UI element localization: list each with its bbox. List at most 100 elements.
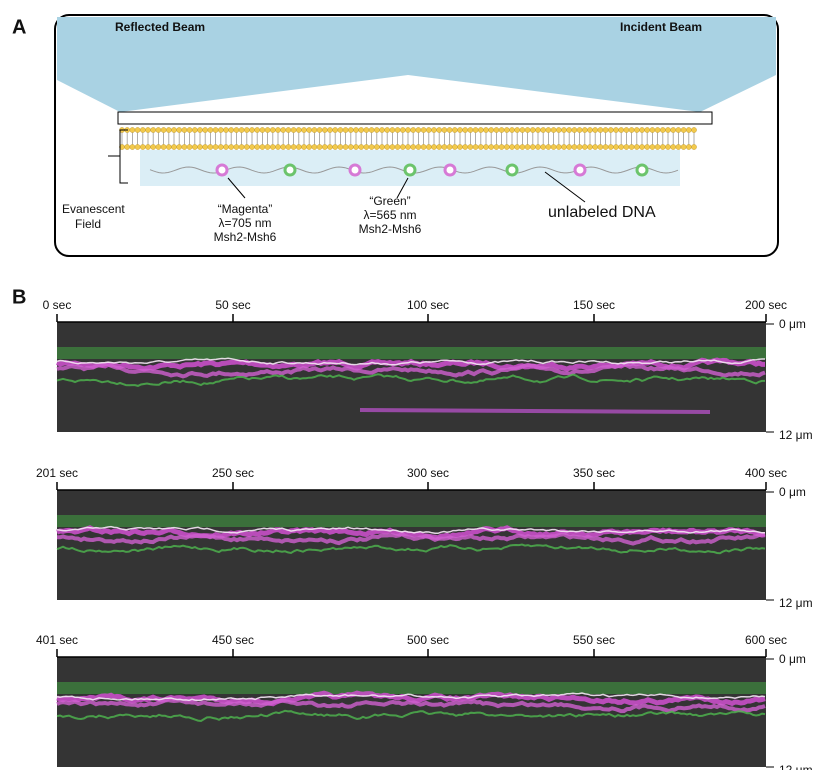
lipid-head — [509, 144, 514, 149]
time-label: 300 sec — [407, 466, 449, 480]
lipid-head — [203, 144, 208, 149]
lipid-head — [426, 144, 431, 149]
lipid-head — [457, 127, 462, 132]
green-band — [57, 682, 766, 694]
lipid-head — [483, 127, 488, 132]
protein — [285, 165, 295, 175]
lipid-head — [166, 127, 171, 132]
lipid-head — [665, 144, 670, 149]
lipid-head — [286, 127, 291, 132]
lipid-head — [203, 127, 208, 132]
lipid-head — [343, 127, 348, 132]
magenta-label: Msh2-Msh6 — [214, 230, 277, 244]
lipid-head — [593, 127, 598, 132]
lipid-head — [156, 144, 161, 149]
lipid-head — [572, 127, 577, 132]
lipid-head — [291, 144, 296, 149]
lipid-head — [593, 144, 598, 149]
lipid-head — [463, 144, 468, 149]
lipid-head — [192, 127, 197, 132]
lipid-head — [151, 127, 156, 132]
figure: A Reflected Beam Incident Beam Evanescen… — [0, 0, 819, 770]
lipid-head — [681, 127, 686, 132]
lipid-head — [577, 144, 582, 149]
magenta-label: “Magenta” — [218, 202, 273, 216]
lipid-head — [364, 127, 369, 132]
green-label: “Green” — [369, 194, 410, 208]
lipid-head — [275, 144, 280, 149]
lipid-head — [359, 144, 364, 149]
slide — [118, 112, 712, 124]
lipid-head — [307, 144, 312, 149]
lipid-head — [520, 127, 525, 132]
lipid-head — [374, 127, 379, 132]
time-label: 0 sec — [43, 298, 72, 312]
lipid-head — [182, 127, 187, 132]
lipid-head — [249, 144, 254, 149]
lipid-head — [249, 127, 254, 132]
lipid-head — [561, 127, 566, 132]
lipid-head — [385, 144, 390, 149]
lipid-head — [244, 144, 249, 149]
lipid-head — [530, 127, 535, 132]
time-label: 250 sec — [212, 466, 254, 480]
lipid-head — [218, 144, 223, 149]
lipid-head — [171, 127, 176, 132]
lipid-head — [322, 144, 327, 149]
lipid-head — [281, 127, 286, 132]
lipid-head — [660, 127, 665, 132]
lipid-head — [322, 127, 327, 132]
time-label: 200 sec — [745, 298, 787, 312]
position-label: 12 μm — [779, 596, 813, 610]
lipid-head — [619, 144, 624, 149]
time-label: 500 sec — [407, 633, 449, 647]
lipid-head — [260, 127, 265, 132]
lipid-head — [379, 144, 384, 149]
time-label: 450 sec — [212, 633, 254, 647]
trajectory — [360, 410, 710, 412]
lipid-head — [244, 127, 249, 132]
lipid-head — [145, 127, 150, 132]
lipid-head — [634, 127, 639, 132]
lipid-head — [515, 127, 520, 132]
lipid-head — [140, 127, 145, 132]
time-label: 401 sec — [36, 633, 78, 647]
lipid-head — [333, 144, 338, 149]
lipid-head — [686, 144, 691, 149]
lipid-head — [270, 127, 275, 132]
lipid-head — [551, 144, 556, 149]
lipid-head — [197, 144, 202, 149]
time-label: 550 sec — [573, 633, 615, 647]
protein — [405, 165, 415, 175]
lipid-head — [218, 127, 223, 132]
lipid-head — [671, 144, 676, 149]
lipid-head — [270, 144, 275, 149]
magenta-label: λ=705 nm — [218, 216, 271, 230]
lipid-head — [390, 144, 395, 149]
lipid-head — [478, 127, 483, 132]
lipid-head — [130, 127, 135, 132]
lipid-head — [140, 144, 145, 149]
lipid-head — [437, 127, 442, 132]
lipid-head — [348, 127, 353, 132]
time-label: 201 sec — [36, 466, 78, 480]
green-band — [57, 347, 766, 359]
dna-label: unlabeled DNA — [548, 204, 656, 221]
lipid-head — [301, 127, 306, 132]
lipid-head — [400, 127, 405, 132]
time-label: 400 sec — [745, 466, 787, 480]
lipid-head — [400, 144, 405, 149]
lipid-head — [317, 127, 322, 132]
lipid-head — [281, 144, 286, 149]
lipid-head — [556, 144, 561, 149]
lipid-head — [629, 127, 634, 132]
lipid-head — [156, 127, 161, 132]
green-label: Msh2-Msh6 — [359, 222, 422, 236]
lipid-head — [166, 144, 171, 149]
lipid-head — [535, 127, 540, 132]
lipid-head — [125, 144, 130, 149]
lipid-head — [561, 144, 566, 149]
protein — [637, 165, 647, 175]
lipid-head — [374, 144, 379, 149]
lipid-head — [598, 144, 603, 149]
